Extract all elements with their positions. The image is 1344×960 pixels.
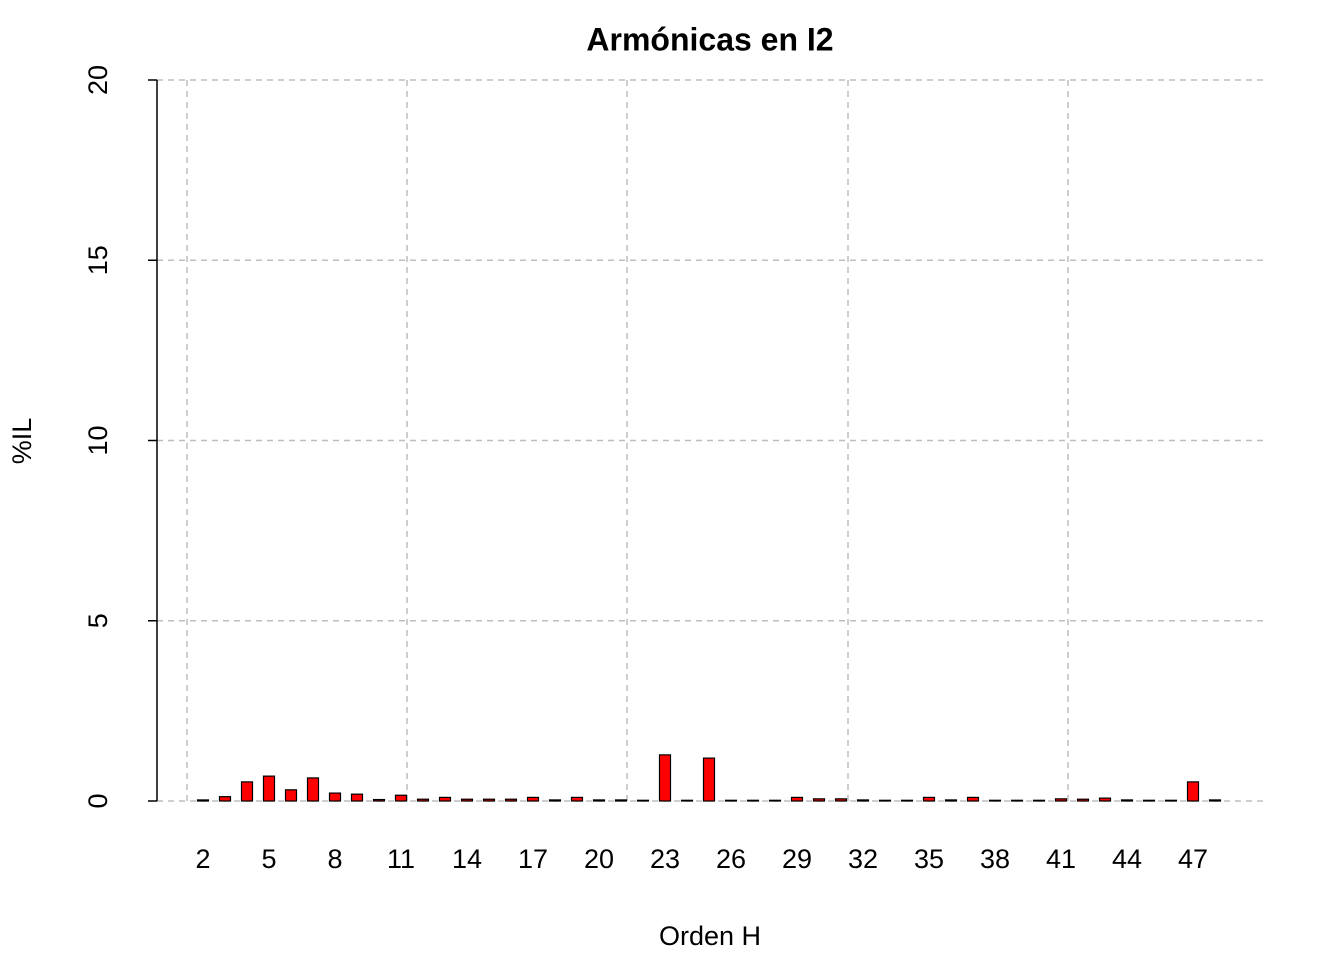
x-tick-label: 26 [716, 844, 746, 874]
bar [636, 799, 650, 802]
bar [1186, 781, 1200, 802]
bar [262, 775, 276, 802]
bar [306, 777, 320, 802]
x-tick-label: 32 [848, 844, 878, 874]
bar [966, 796, 980, 802]
bar [548, 799, 562, 802]
bar [504, 798, 518, 802]
bar [988, 799, 1002, 802]
x-tick-label: 5 [261, 844, 276, 874]
bar [416, 798, 430, 802]
bar [658, 754, 672, 802]
x-tick-label: 41 [1046, 844, 1076, 874]
bar [1208, 799, 1222, 802]
bar [1098, 797, 1112, 802]
y-tick-label: 10 [83, 425, 113, 455]
bar [1076, 798, 1090, 802]
x-tick-label: 14 [452, 844, 482, 874]
bar [768, 799, 782, 802]
bar [834, 798, 848, 802]
y-tick-label: 5 [83, 613, 113, 628]
bar [218, 796, 232, 802]
bar [284, 789, 298, 802]
bar [438, 796, 452, 802]
bar [944, 799, 958, 802]
x-tick-label: 47 [1178, 844, 1208, 874]
x-tick-label: 17 [518, 844, 548, 874]
bar [680, 799, 694, 802]
bar [856, 799, 870, 802]
bar [372, 798, 386, 802]
x-axis-label: Orden H [659, 921, 761, 951]
y-tick-label: 15 [83, 245, 113, 275]
bar [592, 799, 606, 802]
bar [526, 796, 540, 802]
chart-title: Armónicas en I2 [586, 21, 833, 57]
bar [724, 799, 738, 802]
bar [328, 792, 342, 802]
bar [812, 798, 826, 802]
x-tick-label: 23 [650, 844, 680, 874]
bar [1010, 799, 1024, 802]
bar [790, 796, 804, 802]
bar [900, 799, 914, 802]
x-tick-label: 29 [782, 844, 812, 874]
y-axis-label: %IL [7, 418, 37, 465]
bar [1164, 799, 1178, 802]
y-tick-label: 20 [83, 65, 113, 95]
bar [1032, 799, 1046, 802]
bar [746, 799, 760, 802]
x-tick-label: 44 [1112, 844, 1142, 874]
bar [394, 794, 408, 802]
x-tick-label: 2 [195, 844, 210, 874]
x-tick-label: 11 [387, 844, 415, 874]
bar [350, 793, 364, 802]
x-tick-label: 38 [980, 844, 1010, 874]
bar [570, 796, 584, 802]
bar [922, 796, 936, 802]
y-tick-label: 0 [83, 793, 113, 808]
bar [196, 799, 210, 802]
bar [460, 798, 474, 802]
x-tick-label: 20 [584, 844, 614, 874]
bar [878, 799, 892, 802]
bar [482, 798, 496, 802]
x-tick-label: 8 [327, 844, 342, 874]
bar [1054, 798, 1068, 802]
x-tick-label: 35 [914, 844, 944, 874]
bar [1142, 799, 1156, 802]
bar [240, 781, 254, 802]
bar [1120, 799, 1134, 802]
bar [702, 757, 716, 802]
vertical-grid [186, 80, 1069, 801]
bar [614, 799, 628, 802]
